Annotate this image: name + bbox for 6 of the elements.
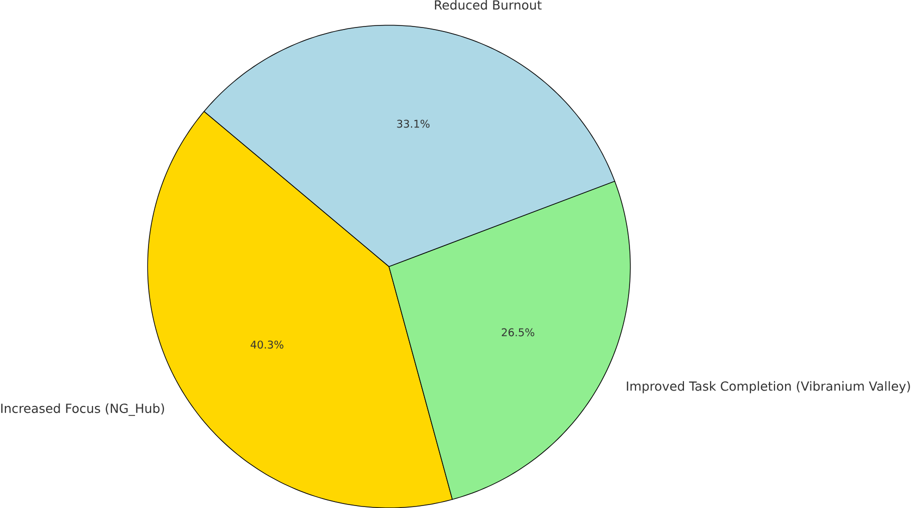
slice-label: Increased Focus (NG_Hub)	[1, 403, 164, 416]
data-label: 33.1%	[397, 120, 430, 128]
slice-label: Improved Task Completion (Vibranium Valley)	[626, 381, 910, 394]
data-label: 26.5%	[502, 328, 534, 336]
data-label: 40.3%	[250, 340, 284, 349]
slice-label: Reduced Burnout	[434, 0, 542, 10]
